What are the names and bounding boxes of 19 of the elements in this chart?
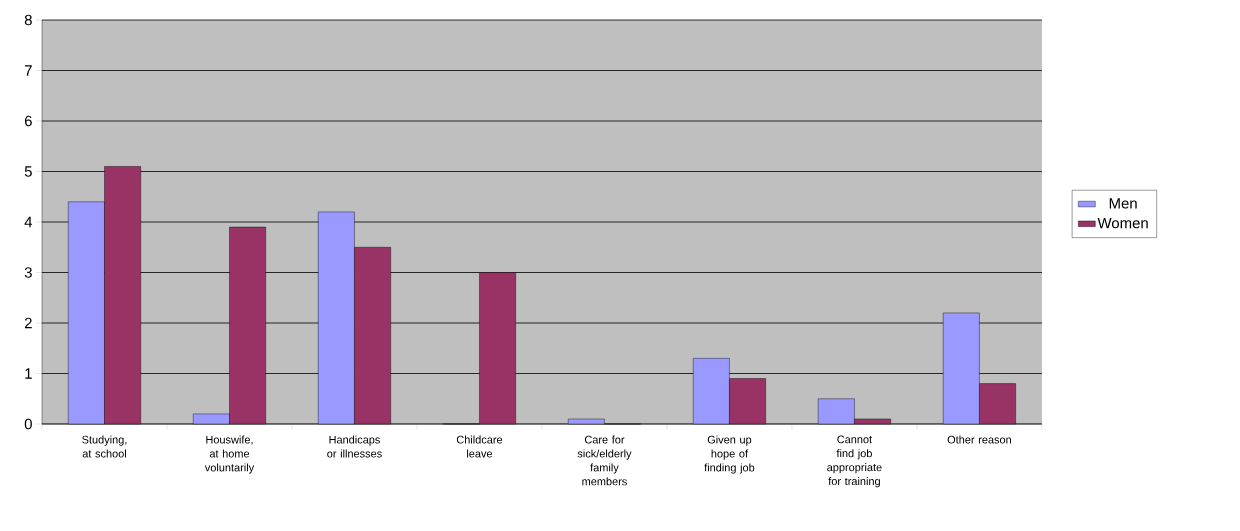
y-tick-label: 2 [24,317,32,329]
y-tick-label: 3 [24,267,32,278]
y-tick-label: 5 [24,166,32,177]
y-tick-label: 8 [24,14,32,26]
y-tick-label: 0 [24,418,32,430]
x-tick-label: Cannot find job appropriate for training [827,435,882,488]
x-tick-label: Other reason [947,435,1011,444]
y-tick-label: 4 [24,216,33,228]
x-tick-label: Houswife, at home voluntarily [204,435,255,474]
y-tick-label: 6 [24,115,32,127]
x-tick-label: Given up hope of finding job [704,435,755,474]
y-tick-label: 1 [25,368,32,379]
x-tick-label: Handicaps or illnesses [327,435,382,458]
legend-label: Men [1109,198,1137,209]
x-tick-label: Childcare leave [456,435,503,458]
x-tick-label: Care for sick/elderly family members [577,435,632,486]
y-tick-label: 7 [24,65,32,76]
x-tick-label: Studying, at school [82,435,127,458]
legend-label: Women [1097,217,1148,229]
